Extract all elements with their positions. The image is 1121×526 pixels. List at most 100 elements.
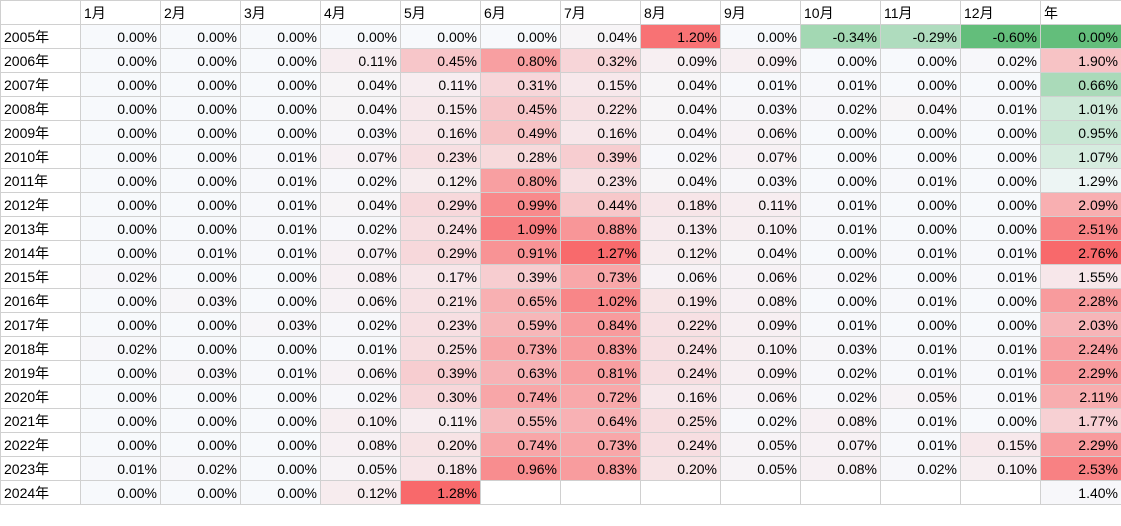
- value-cell[interactable]: 0.72%: [560, 384, 641, 409]
- value-cell[interactable]: 0.24%: [640, 360, 721, 385]
- corner-cell[interactable]: [0, 0, 81, 25]
- value-cell[interactable]: 0.00%: [800, 288, 881, 313]
- value-cell[interactable]: 0.16%: [560, 120, 641, 145]
- value-cell[interactable]: 0.01%: [960, 264, 1041, 289]
- value-cell[interactable]: 0.00%: [80, 192, 161, 217]
- value-cell[interactable]: 0.59%: [480, 312, 561, 337]
- row-label[interactable]: 2016年: [0, 288, 81, 313]
- value-cell[interactable]: [960, 480, 1041, 505]
- value-cell[interactable]: 0.00%: [160, 24, 241, 49]
- value-cell[interactable]: 0.00%: [160, 120, 241, 145]
- year-total-cell[interactable]: 2.11%: [1040, 384, 1121, 409]
- year-total-cell[interactable]: 1.90%: [1040, 48, 1121, 73]
- row-label[interactable]: 2007年: [0, 72, 81, 97]
- value-cell[interactable]: 0.00%: [240, 384, 321, 409]
- value-cell[interactable]: 0.55%: [480, 408, 561, 433]
- value-cell[interactable]: 0.80%: [480, 48, 561, 73]
- year-total-cell[interactable]: 2.76%: [1040, 240, 1121, 265]
- value-cell[interactable]: 0.06%: [640, 264, 721, 289]
- column-header[interactable]: 9月: [720, 0, 801, 25]
- value-cell[interactable]: 0.05%: [880, 384, 961, 409]
- value-cell[interactable]: 0.02%: [640, 144, 721, 169]
- row-label[interactable]: 2011年: [0, 168, 81, 193]
- year-total-cell[interactable]: 2.29%: [1040, 360, 1121, 385]
- value-cell[interactable]: 0.02%: [720, 408, 801, 433]
- value-cell[interactable]: 0.99%: [480, 192, 561, 217]
- value-cell[interactable]: 0.81%: [560, 360, 641, 385]
- value-cell[interactable]: 0.22%: [560, 96, 641, 121]
- value-cell[interactable]: 0.22%: [640, 312, 721, 337]
- value-cell[interactable]: 0.00%: [160, 312, 241, 337]
- year-total-cell[interactable]: 1.29%: [1040, 168, 1121, 193]
- value-cell[interactable]: 0.04%: [640, 96, 721, 121]
- year-total-cell[interactable]: 2.09%: [1040, 192, 1121, 217]
- value-cell[interactable]: 0.01%: [880, 240, 961, 265]
- value-cell[interactable]: 0.00%: [160, 144, 241, 169]
- value-cell[interactable]: 0.29%: [400, 192, 481, 217]
- year-total-cell[interactable]: 0.66%: [1040, 72, 1121, 97]
- value-cell[interactable]: 0.01%: [960, 384, 1041, 409]
- value-cell[interactable]: 0.08%: [800, 456, 881, 481]
- year-total-cell[interactable]: 2.29%: [1040, 432, 1121, 457]
- value-cell[interactable]: 0.03%: [160, 288, 241, 313]
- year-total-cell[interactable]: 2.24%: [1040, 336, 1121, 361]
- value-cell[interactable]: 0.29%: [400, 240, 481, 265]
- value-cell[interactable]: 0.10%: [320, 408, 401, 433]
- value-cell[interactable]: 0.06%: [320, 288, 401, 313]
- value-cell[interactable]: 0.24%: [400, 216, 481, 241]
- value-cell[interactable]: 0.01%: [240, 360, 321, 385]
- value-cell[interactable]: 0.28%: [480, 144, 561, 169]
- value-cell[interactable]: 0.12%: [320, 480, 401, 505]
- value-cell[interactable]: 0.02%: [320, 384, 401, 409]
- value-cell[interactable]: 0.73%: [560, 264, 641, 289]
- value-cell[interactable]: 0.04%: [640, 72, 721, 97]
- value-cell[interactable]: 0.00%: [80, 480, 161, 505]
- value-cell[interactable]: 0.45%: [400, 48, 481, 73]
- year-total-cell[interactable]: 1.07%: [1040, 144, 1121, 169]
- value-cell[interactable]: 0.06%: [720, 384, 801, 409]
- value-cell[interactable]: 1.20%: [640, 24, 721, 49]
- value-cell[interactable]: 0.00%: [800, 168, 881, 193]
- column-header[interactable]: 11月: [880, 0, 961, 25]
- value-cell[interactable]: 0.00%: [160, 192, 241, 217]
- value-cell[interactable]: 0.03%: [720, 168, 801, 193]
- value-cell[interactable]: 0.00%: [160, 72, 241, 97]
- row-label[interactable]: 2023年: [0, 456, 81, 481]
- value-cell[interactable]: 0.11%: [400, 72, 481, 97]
- value-cell[interactable]: 0.00%: [960, 192, 1041, 217]
- year-total-cell[interactable]: 1.55%: [1040, 264, 1121, 289]
- value-cell[interactable]: 0.03%: [800, 336, 881, 361]
- value-cell[interactable]: 0.00%: [880, 72, 961, 97]
- value-cell[interactable]: 0.02%: [320, 312, 401, 337]
- value-cell[interactable]: 0.00%: [160, 336, 241, 361]
- value-cell[interactable]: 0.17%: [400, 264, 481, 289]
- value-cell[interactable]: 0.00%: [160, 480, 241, 505]
- value-cell[interactable]: -0.60%: [960, 24, 1041, 49]
- value-cell[interactable]: 0.04%: [560, 24, 641, 49]
- value-cell[interactable]: 0.00%: [240, 408, 321, 433]
- value-cell[interactable]: 0.01%: [800, 72, 881, 97]
- value-cell[interactable]: 0.01%: [880, 168, 961, 193]
- value-cell[interactable]: 0.02%: [800, 384, 881, 409]
- value-cell[interactable]: 0.00%: [160, 168, 241, 193]
- row-label[interactable]: 2019年: [0, 360, 81, 385]
- value-cell[interactable]: 0.01%: [800, 216, 881, 241]
- value-cell[interactable]: 0.00%: [880, 216, 961, 241]
- row-label[interactable]: 2006年: [0, 48, 81, 73]
- value-cell[interactable]: 0.00%: [480, 24, 561, 49]
- row-label[interactable]: 2022年: [0, 432, 81, 457]
- column-header[interactable]: 7月: [560, 0, 641, 25]
- value-cell[interactable]: 0.88%: [560, 216, 641, 241]
- value-cell[interactable]: 0.21%: [400, 288, 481, 313]
- value-cell[interactable]: 0.06%: [720, 120, 801, 145]
- value-cell[interactable]: 0.04%: [320, 96, 401, 121]
- value-cell[interactable]: 0.00%: [800, 144, 881, 169]
- value-cell[interactable]: 0.03%: [160, 360, 241, 385]
- value-cell[interactable]: 0.31%: [480, 72, 561, 97]
- value-cell[interactable]: 0.04%: [720, 240, 801, 265]
- column-header[interactable]: 12月: [960, 0, 1041, 25]
- value-cell[interactable]: 0.02%: [160, 456, 241, 481]
- value-cell[interactable]: 0.32%: [560, 48, 641, 73]
- row-label[interactable]: 2013年: [0, 216, 81, 241]
- value-cell[interactable]: 0.01%: [240, 192, 321, 217]
